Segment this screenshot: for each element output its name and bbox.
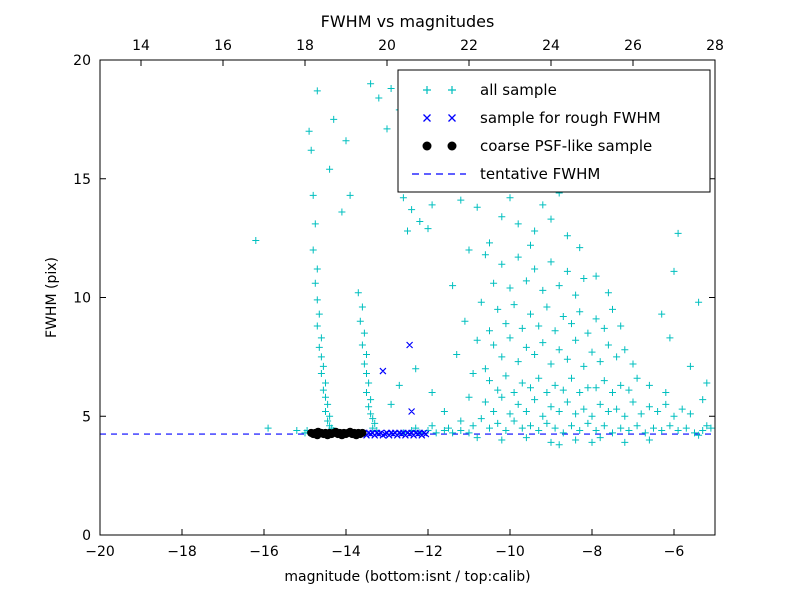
x-tick-label: −10 [495, 544, 525, 560]
top-tick-label: 24 [542, 38, 560, 54]
x-tick-label: −8 [582, 544, 603, 560]
y-axis-label: FWHM (pix) [44, 257, 60, 338]
x-tick-label: −14 [331, 544, 361, 560]
x-tick-label: −18 [167, 544, 197, 560]
top-tick-label: 22 [460, 38, 478, 54]
legend-label: sample for rough FWHM [480, 109, 661, 127]
series-psf-like-point [358, 428, 367, 437]
legend-marker-x [448, 114, 456, 122]
y-tick-label: 20 [73, 53, 91, 69]
chart-title: FWHM vs magnitudes [321, 12, 495, 31]
x-tick-label: −6 [664, 544, 685, 560]
x-tick-label: −12 [413, 544, 443, 560]
top-tick-label: 26 [624, 38, 642, 54]
series-all-sample [252, 80, 715, 449]
legend-label: all sample [480, 81, 557, 99]
y-tick-label: 5 [82, 409, 91, 425]
y-tick-label: 0 [82, 528, 91, 544]
top-tick-label: 18 [296, 38, 314, 54]
top-tick-label: 14 [132, 38, 150, 54]
x-axis-label: magnitude (bottom:isnt / top:calib) [284, 569, 530, 585]
y-tick-label: 10 [73, 291, 91, 307]
legend-label: tentative FWHM [480, 165, 600, 183]
top-tick-label: 28 [706, 38, 724, 54]
legend-marker-plus [448, 86, 456, 94]
legend-marker-plus [423, 86, 431, 94]
series-rough-fwhm [356, 341, 430, 439]
legend-label: coarse PSF-like sample [480, 137, 652, 155]
y-tick-label: 15 [73, 172, 91, 188]
top-tick-label: 20 [378, 38, 396, 54]
top-tick-label: 16 [214, 38, 232, 54]
x-tick-label: −16 [249, 544, 279, 560]
legend-marker-x [423, 114, 431, 122]
legend-marker-dot [422, 141, 432, 151]
x-tick-label: −20 [85, 544, 115, 560]
legend-marker-dot [447, 141, 457, 151]
